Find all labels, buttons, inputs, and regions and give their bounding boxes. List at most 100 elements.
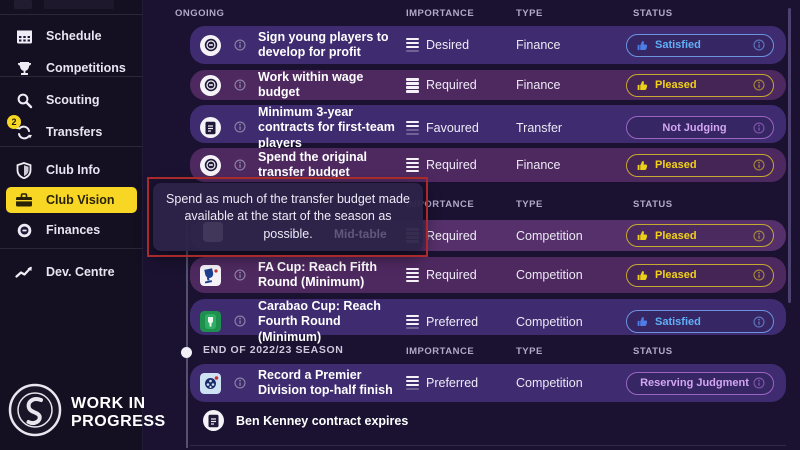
contract-icon (200, 117, 221, 139)
info-icon[interactable] (234, 79, 247, 92)
contract-expiry-item[interactable]: Ben Kenney contract expires (203, 410, 408, 431)
status-pill[interactable]: Pleased (626, 73, 774, 97)
objective-row[interactable]: Work within wage budget Required Finance Pl… (190, 70, 786, 100)
chart-icon (14, 262, 34, 282)
cropped-menu-item (14, 0, 124, 10)
status-pill[interactable]: Satisfied (626, 310, 774, 334)
season-timeline-dot (181, 347, 192, 358)
sidebar-item-label: Schedule (46, 29, 102, 43)
season-timeline-line (186, 204, 188, 448)
status-label: Satisfied (655, 315, 701, 328)
objective-title: Minimum 3-year contracts for first-team … (258, 105, 395, 150)
importance-bars-icon (406, 157, 419, 173)
sidebar: Schedule Competitions Scouting 2 Transfers Cl… (0, 0, 165, 450)
importance-value: Required (426, 78, 477, 93)
thumb-up-icon (636, 229, 649, 242)
info-icon[interactable] (753, 39, 765, 51)
sidebar-item-label: Finances (46, 223, 101, 237)
status-pill[interactable]: Not Judging (626, 116, 774, 140)
type-value: Finance (516, 158, 561, 172)
status-label: Pleased (655, 79, 697, 92)
status-pill[interactable]: Pleased (626, 153, 774, 177)
column-header-status: STATUS (633, 346, 673, 357)
info-icon[interactable] (234, 268, 247, 282)
vertical-scrollbar[interactable] (788, 8, 791, 303)
importance-value: Favoured (426, 120, 479, 135)
thumb-up-icon (636, 39, 649, 52)
objective-title: Sign young players to develop for profit (258, 29, 389, 59)
status-pill[interactable]: Satisfied (626, 33, 774, 57)
finance-icon (14, 220, 34, 240)
column-header-type: TYPE (516, 8, 543, 19)
sidebar-item-finances[interactable]: Finances (0, 216, 143, 244)
search-icon (14, 90, 34, 110)
sidebar-item-club-vision[interactable]: Club Vision (0, 186, 143, 214)
status-pill[interactable]: Pleased (626, 224, 774, 247)
sidebar-divider (0, 14, 143, 15)
importance-value: Required (426, 158, 477, 172)
type-value: Competition (516, 268, 583, 282)
sidebar-item-label: Dev. Centre (46, 265, 115, 279)
status-pill[interactable]: Reserving Judgment (626, 371, 774, 395)
facup-icon (200, 264, 221, 286)
sidebar-item-label: Competitions (46, 61, 126, 75)
bottom-divider (190, 445, 786, 446)
importance-value: Desired (426, 38, 470, 52)
column-header-importance: IMPORTANCE (406, 346, 475, 357)
importance-bars-icon (406, 120, 419, 136)
objective-row[interactable]: Sign young players to develop for profit… (190, 26, 786, 64)
sidebar-item-transfers[interactable]: 2 Transfers (0, 115, 143, 146)
type-value: Competition (516, 376, 583, 390)
wip-text: WORK IN PROGRESS (71, 394, 166, 430)
info-icon[interactable] (753, 79, 765, 91)
info-icon[interactable] (753, 229, 765, 242)
info-icon[interactable] (234, 38, 247, 52)
sidebar-item-club-info[interactable]: Club Info (0, 156, 143, 184)
objective-title: FA Cup: Reach Fifth Round (Minimum) (258, 259, 377, 289)
sidebar-item-competitions[interactable]: Competitions (0, 54, 143, 82)
info-icon[interactable] (753, 377, 765, 389)
objective-row[interactable]: Record a Premier Division top-half finis… (190, 364, 786, 402)
info-icon[interactable] (234, 121, 247, 134)
column-header-importance: IMPORTANCE (406, 8, 475, 19)
info-icon[interactable] (753, 316, 765, 328)
sidebar-item-scouting[interactable]: Scouting (0, 86, 143, 114)
objective-row[interactable]: Carabao Cup: Reach Fourth Round (Minimum… (190, 299, 786, 344)
objectives-panel: Ben Kenney contract expires Mid-table Sp… (143, 0, 800, 450)
status-pill[interactable]: Pleased (626, 263, 774, 287)
status-label: Pleased (655, 229, 697, 242)
importance-value: Preferred (426, 376, 479, 390)
info-icon[interactable] (753, 269, 765, 281)
importance-value: Required (426, 228, 477, 243)
coin-icon (200, 154, 221, 176)
column-header-type: TYPE (516, 199, 543, 210)
sidebar-item-dev-centre[interactable]: Dev. Centre (0, 258, 143, 286)
info-icon[interactable] (753, 122, 765, 134)
importance-bars-icon (406, 37, 419, 53)
sports-interactive-logo-icon (8, 383, 62, 442)
objective-row[interactable]: FA Cup: Reach Fifth Round (Minimum) Requi… (190, 257, 786, 293)
tooltip-text: Spend as much of the transfer budget mad… (166, 192, 410, 241)
type-value: Finance (516, 78, 561, 93)
importance-value: Preferred (426, 314, 479, 329)
info-icon[interactable] (234, 158, 247, 172)
sidebar-item-schedule[interactable]: Schedule (0, 22, 143, 50)
importance-value: Required (426, 268, 477, 282)
column-header-ongoing: ONGOING (175, 8, 225, 19)
type-value: Transfer (516, 120, 563, 135)
status-label: Pleased (655, 159, 697, 171)
calendar-icon (14, 26, 34, 46)
sidebar-item-label: Transfers (46, 125, 103, 139)
shield-icon (14, 160, 34, 180)
objective-tooltip: Spend as much of the transfer budget mad… (153, 183, 423, 251)
info-icon[interactable] (753, 159, 765, 171)
objective-row[interactable]: Minimum 3-year contracts for first-team … (190, 105, 786, 150)
info-icon[interactable] (234, 315, 247, 328)
objective-row[interactable]: Spend the original transfer budget Requir… (190, 148, 786, 182)
contract-icon (203, 410, 224, 431)
work-in-progress-mark: WORK IN PROGRESS (8, 383, 166, 442)
status-label: Pleased (655, 269, 697, 281)
objective-title: Carabao Cup: Reach Fourth Round (Minimum… (258, 299, 381, 344)
info-icon[interactable] (234, 376, 247, 390)
